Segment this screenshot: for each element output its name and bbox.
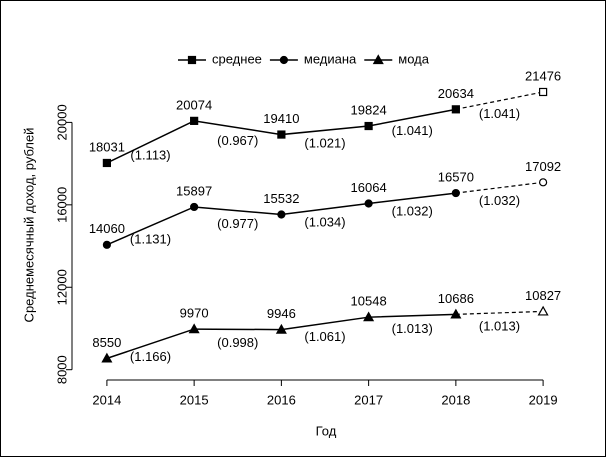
forecast-line	[455, 91, 544, 110]
value-label: 10827	[525, 288, 561, 303]
value-label: 8550	[92, 335, 121, 350]
point	[364, 199, 373, 208]
y-tick-label: 8000	[54, 355, 69, 384]
ratio-label: (1.032)	[392, 204, 433, 219]
y-axis-label: Среднемесячный доход, рублей	[21, 128, 36, 323]
point	[363, 311, 375, 322]
x-tick-label: 2018	[441, 392, 470, 407]
y-tick-label: 20000	[54, 104, 69, 140]
value-label: 16570	[438, 170, 474, 185]
point	[190, 116, 199, 125]
value-label: 18031	[89, 139, 125, 154]
value-label: 17092	[525, 159, 561, 174]
x-tick-label: 2014	[92, 392, 121, 407]
value-label: 9970	[180, 306, 209, 321]
x-tick-label: 2019	[529, 392, 558, 407]
x-axis-label: Год	[316, 423, 337, 438]
ratio-label: (1.166)	[130, 349, 171, 364]
value-label: 19410	[263, 111, 299, 126]
ratio-label: (1.013)	[479, 318, 520, 333]
x-tick-label: 2015	[180, 392, 209, 407]
value-label: 15897	[176, 183, 212, 198]
point	[451, 105, 460, 114]
point	[101, 352, 113, 363]
ratio-label: (1.032)	[479, 193, 520, 208]
ratio-label: (1.113)	[130, 147, 170, 162]
x-tick-label: 2017	[354, 392, 383, 407]
x-tick-label: 2016	[267, 392, 296, 407]
ratio-label: (0.967)	[217, 133, 258, 148]
forecast-line	[455, 310, 544, 315]
value-label: 10686	[438, 291, 474, 306]
ratio-label: (1.034)	[304, 214, 345, 229]
value-label: 19824	[351, 102, 387, 117]
legend-marker	[372, 54, 384, 65]
point	[102, 240, 111, 249]
ratio-label: (1.021)	[304, 136, 345, 151]
ratio-label: (1.041)	[392, 123, 433, 138]
value-label: 14060	[89, 221, 125, 236]
point	[451, 188, 460, 198]
legend-label: мода	[398, 51, 429, 66]
legend-marker	[279, 55, 289, 65]
value-label: 20074	[176, 97, 212, 112]
point	[364, 121, 373, 131]
ratio-label: (1.131)	[130, 231, 171, 246]
value-label: 15532	[263, 191, 299, 206]
forecast-line	[455, 181, 544, 194]
value-label: 16064	[351, 180, 387, 195]
point	[277, 130, 286, 139]
ratio-label: (1.061)	[304, 329, 345, 344]
point	[188, 323, 200, 334]
point	[539, 178, 548, 187]
ratio-label: (0.998)	[217, 335, 258, 350]
legend-label: среднее	[212, 51, 262, 66]
point	[102, 158, 111, 168]
point	[190, 202, 199, 212]
value-label: 9946	[267, 306, 296, 321]
legend-label: медиана	[304, 51, 357, 66]
point	[277, 210, 286, 219]
point	[450, 308, 462, 319]
ratio-label: (0.977)	[217, 216, 258, 231]
point	[537, 305, 549, 316]
value-label: 20634	[438, 86, 474, 101]
point	[275, 323, 287, 334]
value-label: 21476	[525, 68, 561, 83]
point	[539, 87, 548, 97]
value-label: 10548	[351, 294, 387, 309]
y-tick-label: 16000	[54, 187, 69, 223]
ratio-label: (1.013)	[392, 321, 433, 336]
ratio-label: (1.041)	[479, 106, 520, 121]
legend-marker	[187, 55, 197, 65]
y-tick-label: 12000	[54, 269, 69, 305]
